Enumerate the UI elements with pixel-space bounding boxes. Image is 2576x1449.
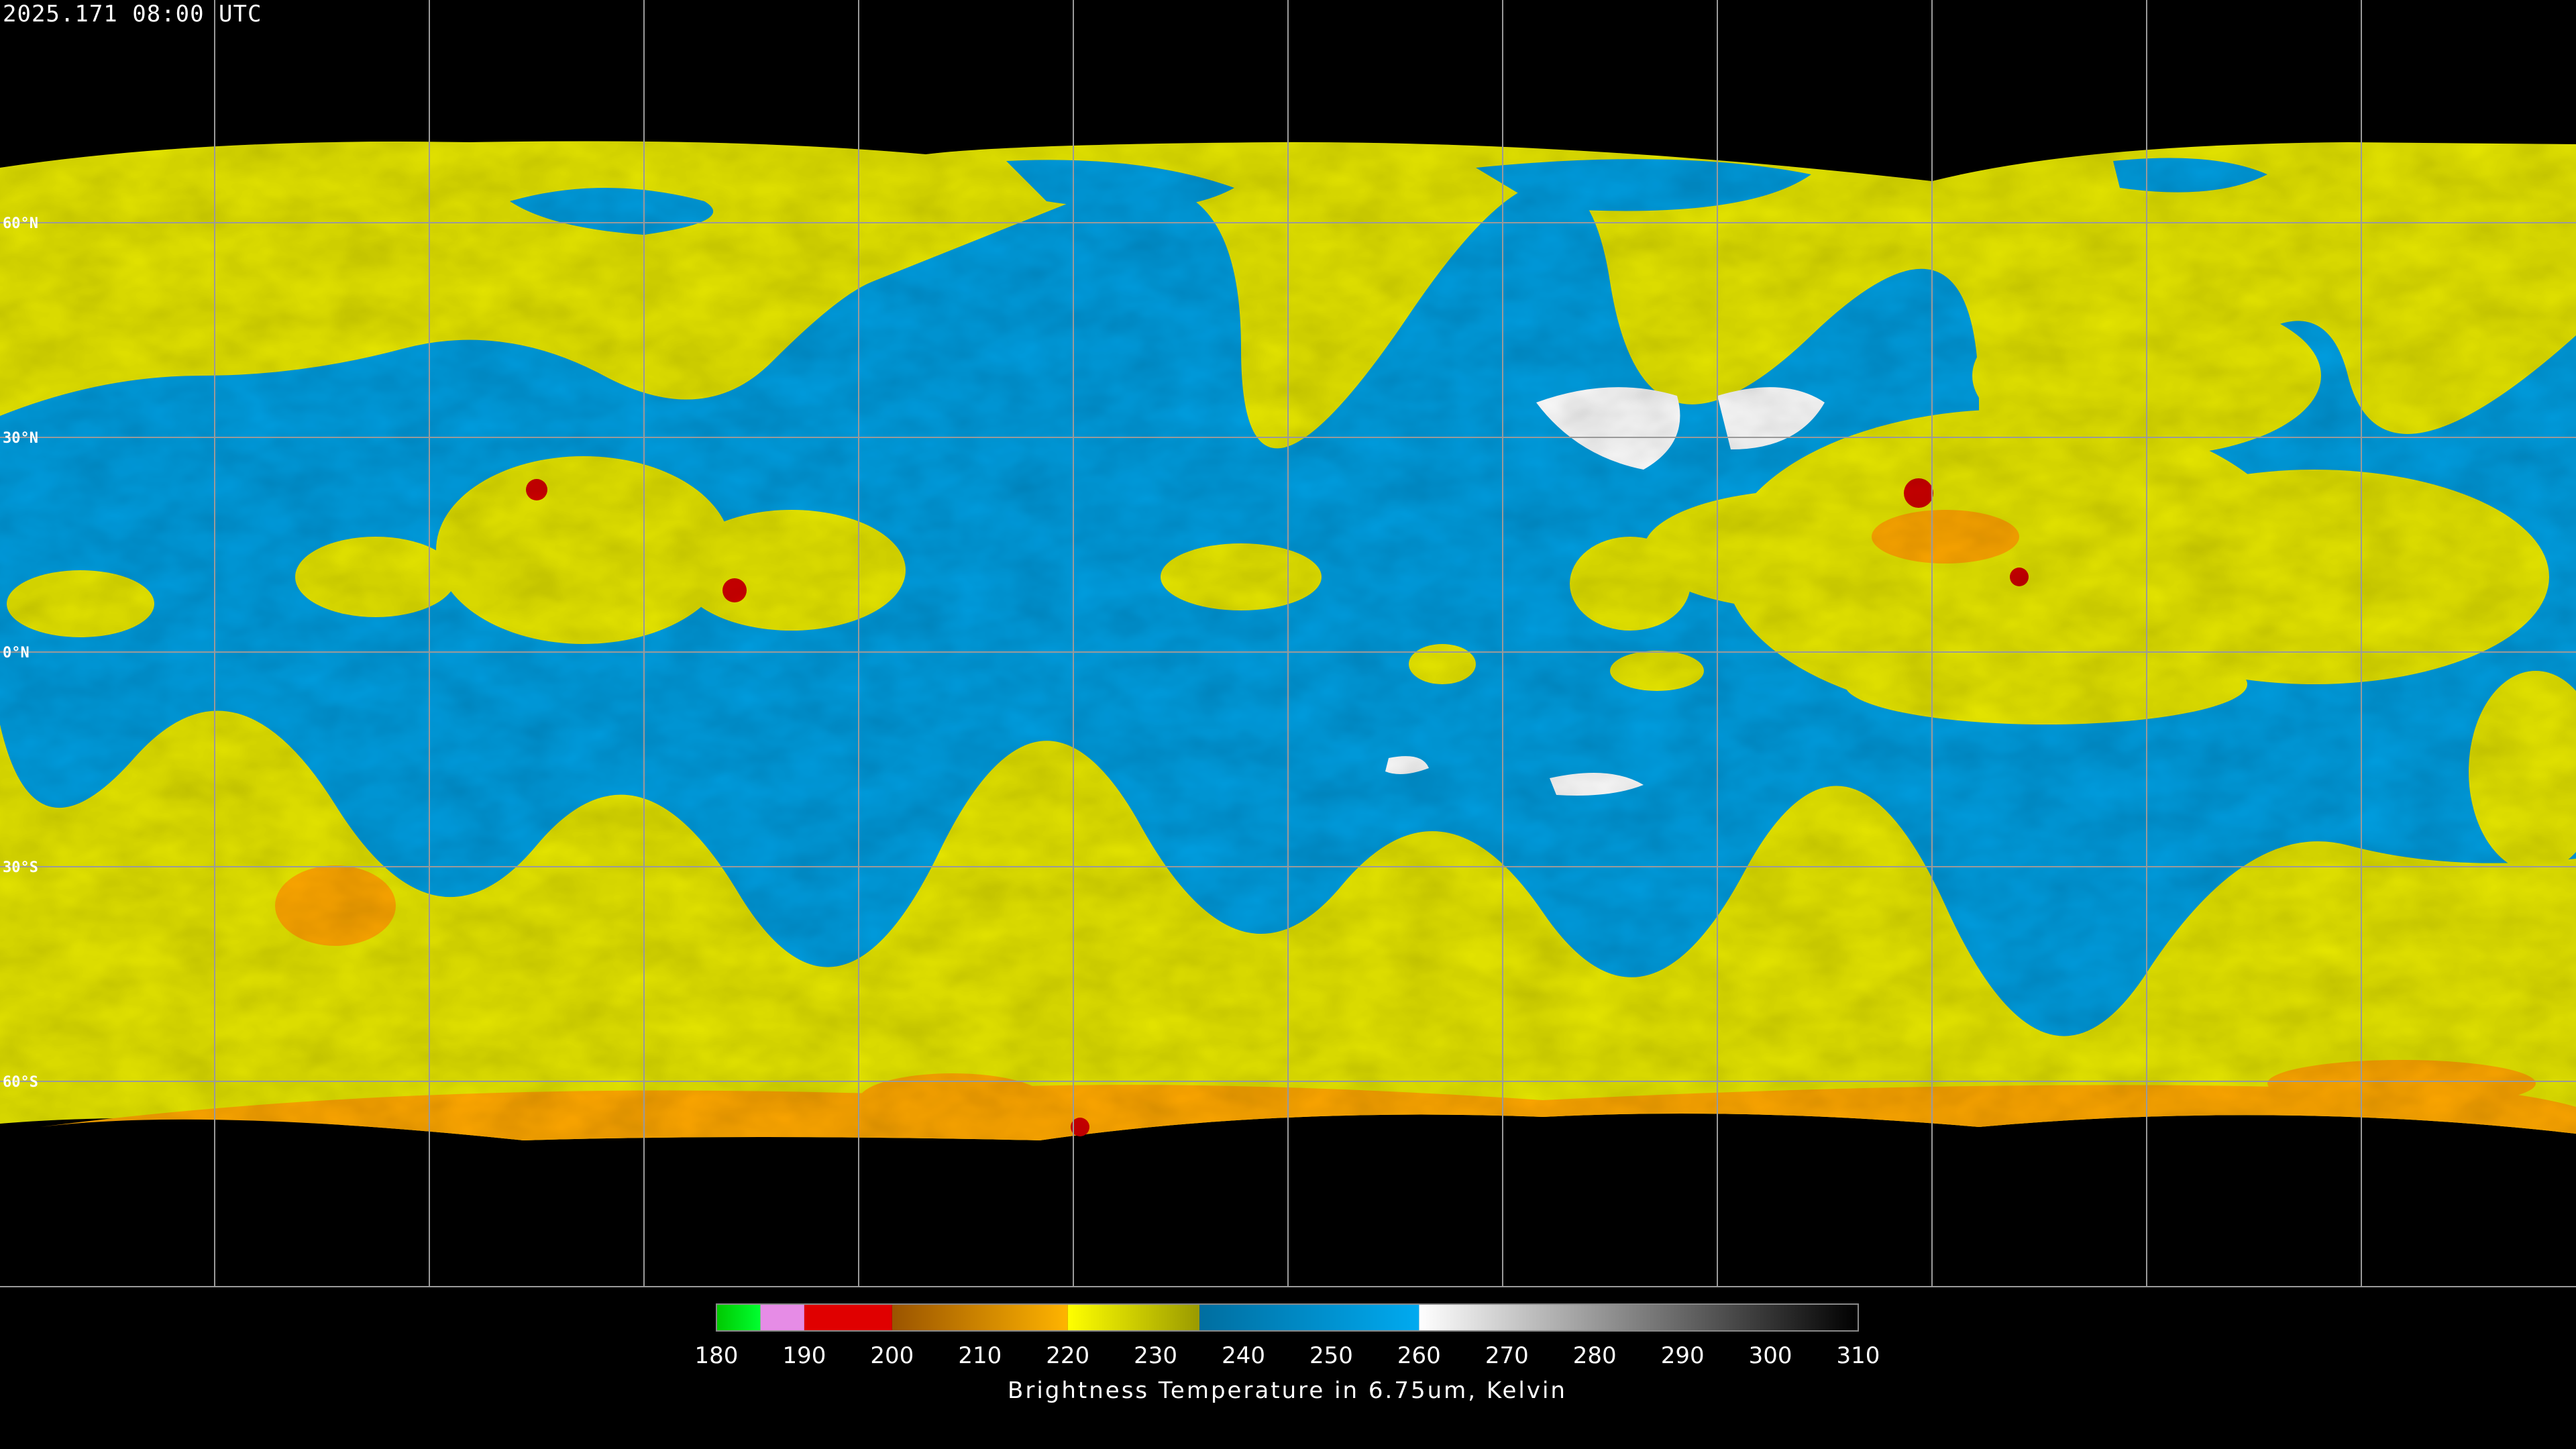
cold-tops <box>40 510 2576 1140</box>
deep-convection <box>526 478 2029 1136</box>
warm-dry-areas <box>1385 387 1825 796</box>
storm <box>2010 568 2029 586</box>
colorbar-segment <box>1419 1304 1858 1331</box>
cloud <box>1409 644 1476 684</box>
cloud <box>295 537 456 617</box>
colorbar-segment <box>760 1304 804 1331</box>
colorbar-tick-label: 300 <box>1749 1342 1792 1369</box>
colorbar-segment <box>716 1304 761 1331</box>
cold-patch <box>275 865 396 946</box>
cloud <box>678 510 906 631</box>
polar-band <box>40 1085 2576 1140</box>
cloud <box>1161 543 1322 610</box>
cloud <box>7 570 154 637</box>
clear-region <box>1385 387 1825 796</box>
cloud <box>1845 644 2247 724</box>
colorbar: 180 190 200 210 220 230 240 250 260 270 280 290 300 3… <box>695 1303 1880 1404</box>
cloud <box>1610 651 1704 691</box>
colorbar-tick-label: 230 <box>1134 1342 1177 1369</box>
cold-patch <box>1872 510 2019 564</box>
colorbar-tick-label: 310 <box>1837 1342 1880 1369</box>
colorbar-tick-label: 290 <box>1661 1342 1705 1369</box>
lat-label: 30°N <box>3 430 38 447</box>
storm <box>1071 1118 1089 1136</box>
colorbar-title: Brightness Temperature in 6.75um, Kelvin <box>1008 1377 1567 1404</box>
graticule <box>0 0 2576 1287</box>
lat-label: 0°N <box>3 645 30 661</box>
cloud <box>436 456 731 644</box>
colorbar-tick-label: 250 <box>1309 1342 1353 1369</box>
colorbar-tick-label: 210 <box>958 1342 1002 1369</box>
colorbar-tick-label: 240 <box>1222 1342 1265 1369</box>
colorbar-tick-label: 180 <box>695 1342 739 1369</box>
colorbar-tick-label: 270 <box>1485 1342 1529 1369</box>
colorbar-tick-label: 220 <box>1046 1342 1089 1369</box>
colorbar-tick-label: 200 <box>870 1342 914 1369</box>
cold-patch <box>859 1073 1046 1127</box>
storm <box>722 578 747 602</box>
timestamp: 2025.171 08:00 UTC <box>3 1 262 28</box>
storm <box>1904 478 1933 508</box>
colorbar-segment <box>892 1304 1068 1331</box>
colorbar-segment <box>1199 1304 1419 1331</box>
lat-label: 30°S <box>3 859 38 876</box>
colorbar-segment <box>1067 1304 1200 1331</box>
lat-label: 60°N <box>3 215 38 232</box>
colorbar-tick-label: 280 <box>1573 1342 1617 1369</box>
cold-patch <box>2267 1060 2536 1107</box>
storm <box>526 479 547 500</box>
lat-label: 60°S <box>3 1074 38 1091</box>
colorbar-tick-label: 190 <box>782 1342 826 1369</box>
cloud <box>2469 671 2576 872</box>
colorbar-tick-label: 260 <box>1397 1342 1441 1369</box>
colorbar-segment <box>804 1304 892 1331</box>
cloud <box>2080 470 2549 684</box>
tropical-clouds <box>7 295 2576 872</box>
colorbar-frame <box>716 1303 1859 1332</box>
